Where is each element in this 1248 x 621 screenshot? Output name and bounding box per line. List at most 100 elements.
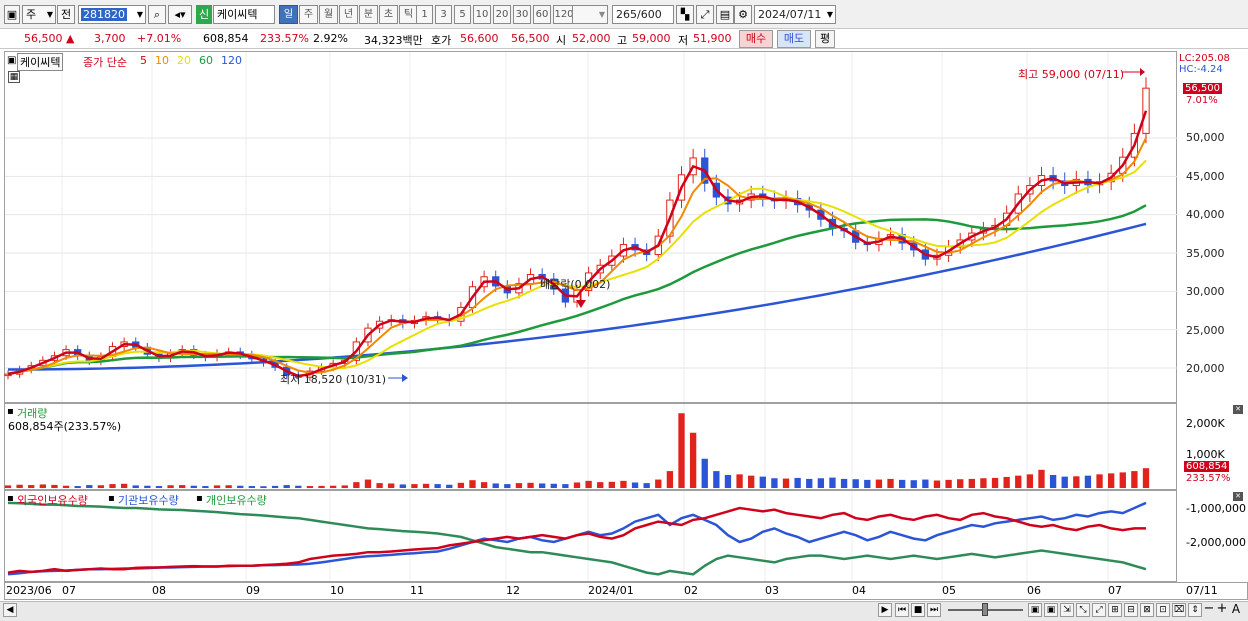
forward-icon[interactable]: ⏭ <box>927 603 941 617</box>
volume-title: 거래량 <box>17 407 48 420</box>
stop-icon[interactable]: ■ <box>911 603 925 617</box>
price-panel[interactable] <box>4 51 1177 403</box>
bid-price: 56,500 <box>511 32 550 45</box>
period-tab-3[interactable]: 년 <box>339 5 358 24</box>
tool-icon[interactable]: ⤢ <box>1092 603 1106 617</box>
tool-icon[interactable]: ▣ <box>1028 603 1042 617</box>
period-tab-4[interactable]: 분 <box>359 5 378 24</box>
tool-icon[interactable]: ⊠ <box>1140 603 1154 617</box>
tool-icon[interactable]: ⊟ <box>1124 603 1138 617</box>
buy-button[interactable]: 매수 <box>739 30 773 48</box>
sell-button[interactable]: 매도 <box>777 30 811 48</box>
x-axis-label: 11 <box>410 584 424 597</box>
x-axis-label: 2023/06 <box>6 584 52 597</box>
price-change: 3,700 <box>94 32 126 45</box>
high-label: 고 <box>617 34 628 47</box>
gear-icon[interactable]: ⚙ <box>734 5 752 24</box>
date-field[interactable]: 2024/07/11 ▼ <box>754 5 836 24</box>
draw-icon[interactable]: ⤢ <box>696 5 714 24</box>
low-label: 저 <box>678 34 689 47</box>
stock-code-value: 281820 <box>81 8 127 21</box>
period-tab-5[interactable]: 초 <box>379 5 398 24</box>
price-tick: 20,000 <box>1186 362 1225 375</box>
low-price: 51,900 <box>693 32 732 45</box>
turnover-rate: 2.92% <box>313 32 348 45</box>
volume-value: 608,854 <box>203 32 249 45</box>
count-value: 265 <box>616 8 637 21</box>
chart-tools-icon[interactable]: ▚ <box>676 5 694 24</box>
tool-icon[interactable]: ⊡ <box>1156 603 1170 617</box>
price-tick: 50,000 <box>1186 131 1225 144</box>
tool-icon[interactable]: ⤡ <box>1076 603 1090 617</box>
legend-bullet-icon: ▪ <box>7 406 14 417</box>
period-tab-2[interactable]: 월 <box>319 5 338 24</box>
scroll-right-icon[interactable]: ▶ <box>878 603 892 617</box>
volume-subtitle: 608,854주(233.57%) <box>8 420 122 433</box>
holding-panel[interactable] <box>4 490 1177 582</box>
open-label: 시 <box>556 34 567 47</box>
legend-bullet-icon: ▪ <box>7 493 14 504</box>
panel-toggle-icon[interactable]: ▣ <box>4 5 20 24</box>
price-tick: 40,000 <box>1186 208 1225 221</box>
calculator-icon[interactable]: ▦ <box>8 71 20 83</box>
volume-pct-tag: 233.57% <box>1186 473 1231 484</box>
x-axis-label: 08 <box>152 584 166 597</box>
market-select[interactable]: 주 ▼ <box>22 5 56 24</box>
tool-icon[interactable]: ⌧ <box>1172 603 1186 617</box>
prev-button[interactable]: 전 <box>57 5 75 24</box>
tool-icon[interactable]: ⇕ <box>1188 603 1202 617</box>
trade-amount: 34,323백만 <box>364 34 423 47</box>
holding-tick-1m: -1,000,000 <box>1186 502 1246 515</box>
minute-button-3[interactable]: 3 <box>435 5 452 24</box>
x-axis-label: 02 <box>684 584 698 597</box>
minute-button-30[interactable]: 30 <box>513 5 531 24</box>
speaker-icon[interactable]: ◂▾ <box>168 5 192 24</box>
minute-button-60[interactable]: 60 <box>533 5 551 24</box>
average-button[interactable]: 평 <box>815 30 835 48</box>
current-price: 56,500 <box>24 32 63 45</box>
count-total: /600 <box>637 8 662 21</box>
x-axis-label: 09 <box>246 584 260 597</box>
period-tab-1[interactable]: 주 <box>299 5 318 24</box>
tool-icon[interactable]: ⊞ <box>1108 603 1122 617</box>
ask-price: 56,600 <box>460 32 499 45</box>
auto-scale-icon[interactable]: A <box>1231 602 1241 616</box>
price-tick: 30,000 <box>1186 285 1225 298</box>
minute-button-5[interactable]: 5 <box>454 5 471 24</box>
volume-tick-1000k: 1,000K <box>1186 448 1225 461</box>
x-axis-label: 12 <box>506 584 520 597</box>
zoom-in-icon[interactable]: + <box>1216 601 1228 616</box>
zoom-slider-handle[interactable] <box>982 603 988 616</box>
tool-icon[interactable]: ▣ <box>1044 603 1058 617</box>
close-icon[interactable]: ✕ <box>1233 492 1243 501</box>
minute-button-1[interactable]: 1 <box>416 5 433 24</box>
legend-series: 종가 단순 <box>83 56 127 69</box>
x-axis-label: 04 <box>852 584 866 597</box>
zoom-out-icon[interactable]: − <box>1203 601 1215 616</box>
x-axis-label: 07 <box>62 584 76 597</box>
x-axis-label: 05 <box>942 584 956 597</box>
new-listing-badge: 신 <box>196 5 212 24</box>
price-tick: 25,000 <box>1186 323 1225 337</box>
stock-name-field[interactable]: 케이씨텍 <box>213 5 275 24</box>
change-percent: +7.01% <box>137 32 182 45</box>
tool-icon[interactable]: ⇲ <box>1060 603 1074 617</box>
minute-button-10[interactable]: 10 <box>473 5 491 24</box>
volume-panel[interactable] <box>4 403 1177 490</box>
close-icon[interactable]: ✕ <box>1233 405 1243 414</box>
chevron-down-icon: ▼ <box>46 10 53 19</box>
price-tick: 35,000 <box>1186 246 1225 260</box>
count-field[interactable]: 265/600 <box>612 5 674 24</box>
period-tab-0[interactable]: 일 <box>279 5 298 24</box>
interval-dropdown[interactable]: ▼ <box>572 5 608 24</box>
rewind-icon[interactable]: ⏮ <box>895 603 909 617</box>
minute-button-20[interactable]: 20 <box>493 5 511 24</box>
search-icon[interactable]: ⌕ <box>148 5 166 24</box>
x-axis-label: 07 <box>1108 584 1122 597</box>
scroll-left-icon[interactable]: ◀ <box>3 603 17 617</box>
save-icon[interactable]: ▤ <box>716 5 734 24</box>
legend-stock-name[interactable]: 케이씨텍 <box>17 53 64 71</box>
open-price: 52,000 <box>572 32 611 45</box>
stock-code-input[interactable]: 281820 ▼ <box>78 5 146 24</box>
pct-tag: 7.01% <box>1186 95 1218 106</box>
